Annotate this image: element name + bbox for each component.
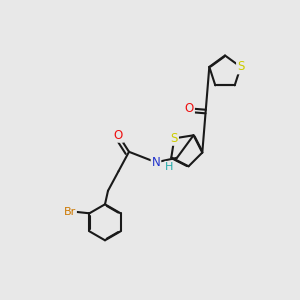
Text: S: S [237,60,244,74]
Text: Br: Br [64,207,76,217]
Text: O: O [185,102,194,115]
Text: S: S [171,132,178,145]
Text: H: H [165,162,174,172]
Text: O: O [114,129,123,142]
Text: N: N [152,156,160,169]
